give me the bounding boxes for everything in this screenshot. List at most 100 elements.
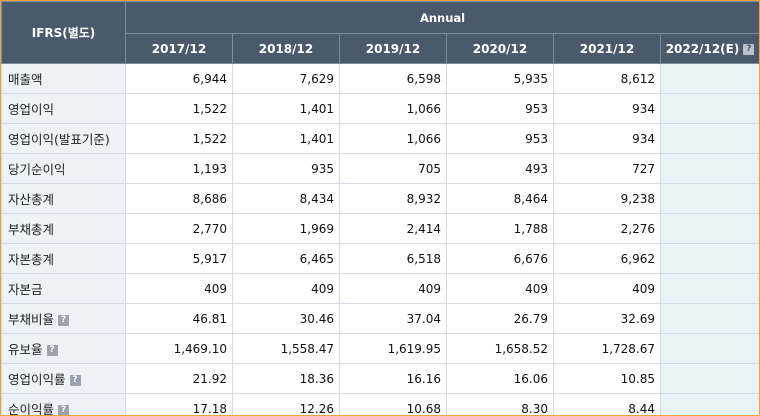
- year-column-header: 2017/12: [125, 33, 233, 64]
- value-cell: 409: [446, 273, 554, 304]
- value-cell: 8,464: [446, 183, 554, 214]
- accounting-standard-header: IFRS(별도): [1, 1, 126, 64]
- estimate-cell: [659, 63, 759, 94]
- table-row: 순이익률? 17.18 12.26 10.68 8.30 8.44: [1, 393, 759, 416]
- row-label-cell: 순이익률?: [1, 393, 126, 416]
- row-label-cell: 유보율?: [1, 333, 126, 364]
- estimate-cell: [659, 363, 759, 394]
- table-row: 영업이익(발표기준) 1,522 1,401 1,066 953 934: [1, 123, 759, 154]
- value-cell: 12.26: [232, 393, 340, 415]
- estimate-cell: [659, 213, 759, 244]
- value-cell: 18.36: [232, 363, 340, 394]
- value-cell: 727: [553, 153, 661, 184]
- value-cell: 8.30: [446, 393, 554, 415]
- value-cell: 1,193: [125, 153, 233, 184]
- value-cell: 16.06: [446, 363, 554, 394]
- table-row: 부채총계 2,770 1,969 2,414 1,788 2,276: [1, 213, 759, 244]
- table-row: 영업이익률? 21.92 18.36 16.16 16.06 10.85: [1, 363, 759, 394]
- estimate-cell: [659, 333, 759, 364]
- row-label: 자본총계: [8, 252, 55, 267]
- row-label: 부채총계: [8, 222, 55, 237]
- value-cell: 6,944: [125, 63, 233, 94]
- value-cell: 1,522: [125, 123, 233, 154]
- value-cell: 1,401: [232, 93, 340, 124]
- value-cell: 493: [446, 153, 554, 184]
- value-cell: 1,969: [232, 213, 340, 244]
- value-cell: 2,770: [125, 213, 233, 244]
- value-cell: 6,598: [339, 63, 447, 94]
- value-cell: 8,932: [339, 183, 447, 214]
- value-cell: 26.79: [446, 303, 554, 334]
- row-label-cell: 자산총계: [1, 183, 126, 214]
- row-label: 유보율: [8, 342, 43, 357]
- value-cell: 5,935: [446, 63, 554, 94]
- value-cell: 1,788: [446, 213, 554, 244]
- help-icon[interactable]: ?: [58, 315, 70, 326]
- value-cell: 9,238: [553, 183, 661, 214]
- row-label: 부채비율: [8, 312, 55, 327]
- value-cell: 1,066: [339, 123, 447, 154]
- help-icon[interactable]: ?: [46, 345, 58, 356]
- value-cell: 32.69: [553, 303, 661, 334]
- year-label: 2018/12: [258, 41, 314, 56]
- value-cell: 409: [232, 273, 340, 304]
- table-row: 당기순이익 1,193 935 705 493 727: [1, 153, 759, 184]
- help-icon[interactable]: ?: [743, 43, 755, 55]
- row-label-cell: 부채총계: [1, 213, 126, 244]
- value-cell: 1,469.10: [125, 333, 233, 364]
- value-cell: 30.46: [232, 303, 340, 334]
- row-label-cell: 부채비율?: [1, 303, 126, 334]
- year-label: 2017/12: [151, 41, 207, 56]
- year-column-header: 2018/12: [232, 33, 340, 64]
- value-cell: 8,686: [125, 183, 233, 214]
- year-column-header: 2021/12: [553, 33, 661, 64]
- year-column-header: 2022/12(E)?: [659, 33, 759, 64]
- row-label-cell: 자본총계: [1, 243, 126, 274]
- row-label: 자산총계: [8, 192, 55, 207]
- year-column-header: 2020/12: [446, 33, 554, 64]
- row-label: 영업이익: [8, 102, 55, 117]
- row-label-cell: 영업이익(발표기준): [1, 123, 126, 154]
- table-row: 부채비율? 46.81 30.46 37.04 26.79 32.69: [1, 303, 759, 334]
- value-cell: 10.85: [553, 363, 661, 394]
- value-cell: 5,917: [125, 243, 233, 274]
- value-cell: 1,728.67: [553, 333, 661, 364]
- row-label: 영업이익(발표기준): [8, 132, 110, 147]
- value-cell: 935: [232, 153, 340, 184]
- value-cell: 6,962: [553, 243, 661, 274]
- year-label: 2021/12: [579, 41, 635, 56]
- table-row: 영업이익 1,522 1,401 1,066 953 934: [1, 93, 759, 124]
- row-label-cell: 매출액: [1, 63, 126, 94]
- value-cell: 953: [446, 93, 554, 124]
- estimate-cell: [659, 153, 759, 184]
- table-row: 자본총계 5,917 6,465 6,518 6,676 6,962: [1, 243, 759, 274]
- value-cell: 1,522: [125, 93, 233, 124]
- value-cell: 21.92: [125, 363, 233, 394]
- value-cell: 16.16: [339, 363, 447, 394]
- value-cell: 1,558.47: [232, 333, 340, 364]
- value-cell: 1,066: [339, 93, 447, 124]
- value-cell: 934: [553, 123, 661, 154]
- value-cell: 409: [553, 273, 661, 304]
- value-cell: 934: [553, 93, 661, 124]
- help-icon[interactable]: ?: [58, 405, 70, 415]
- estimate-cell: [659, 93, 759, 124]
- estimate-cell: [659, 273, 759, 304]
- row-label-cell: 당기순이익: [1, 153, 126, 184]
- estimate-cell: [659, 243, 759, 274]
- year-label: 2022/12(E): [665, 41, 740, 56]
- value-cell: 8,434: [232, 183, 340, 214]
- value-cell: 7,629: [232, 63, 340, 94]
- value-cell: 1,619.95: [339, 333, 447, 364]
- value-cell: 705: [339, 153, 447, 184]
- help-icon[interactable]: ?: [69, 375, 81, 386]
- row-label: 순이익률: [8, 402, 55, 416]
- row-label-cell: 자본금: [1, 273, 126, 304]
- value-cell: 8,612: [553, 63, 661, 94]
- estimate-cell: [659, 123, 759, 154]
- value-cell: 2,276: [553, 213, 661, 244]
- year-label: 2019/12: [365, 41, 421, 56]
- table-header: IFRS(별도) Annual 2017/12 2018/12 2019/12 202…: [1, 1, 759, 64]
